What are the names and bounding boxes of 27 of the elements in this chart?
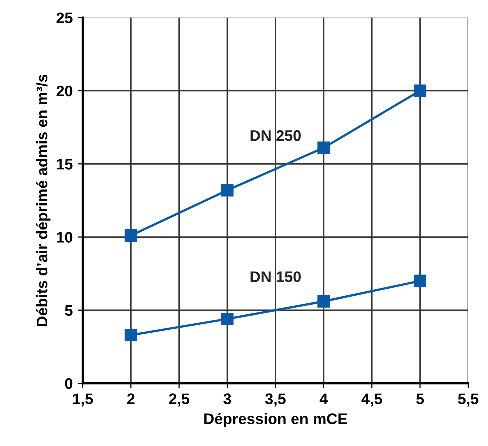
x-tick-label: 5,5 xyxy=(458,394,479,407)
y-tick-label: 5 xyxy=(65,305,73,316)
x-tick-label: 2,5 xyxy=(169,394,190,407)
point xyxy=(124,329,138,342)
x-tick-label: 2 xyxy=(127,394,135,404)
y-tick-label: 0 xyxy=(65,378,73,390)
series-label: DN 250 xyxy=(250,130,301,142)
point xyxy=(124,230,138,242)
x-tick-label: 3,5 xyxy=(265,394,286,407)
x-tick-label: 3 xyxy=(224,394,232,405)
point xyxy=(221,184,234,197)
point xyxy=(318,295,330,308)
y-tick-label: 25 xyxy=(56,12,73,24)
x-tick-label: 4 xyxy=(320,394,328,404)
x-tick-label: 1,5 xyxy=(73,394,94,407)
y-tick-label: 10 xyxy=(57,232,73,243)
point xyxy=(318,142,330,154)
x-axis-title: Dépression en mCE xyxy=(204,413,348,428)
y-tick-label: 20 xyxy=(56,86,73,97)
point xyxy=(414,84,427,98)
y-axis-title: Débits d’air déprimé admis en m³/s xyxy=(36,74,51,326)
point xyxy=(221,312,234,326)
y-tick-label: 15 xyxy=(57,159,73,170)
x-tick-label: 5 xyxy=(416,394,424,405)
point xyxy=(414,274,427,288)
series-label: DN 150 xyxy=(250,272,301,282)
x-tick-label: 4,5 xyxy=(362,394,382,407)
